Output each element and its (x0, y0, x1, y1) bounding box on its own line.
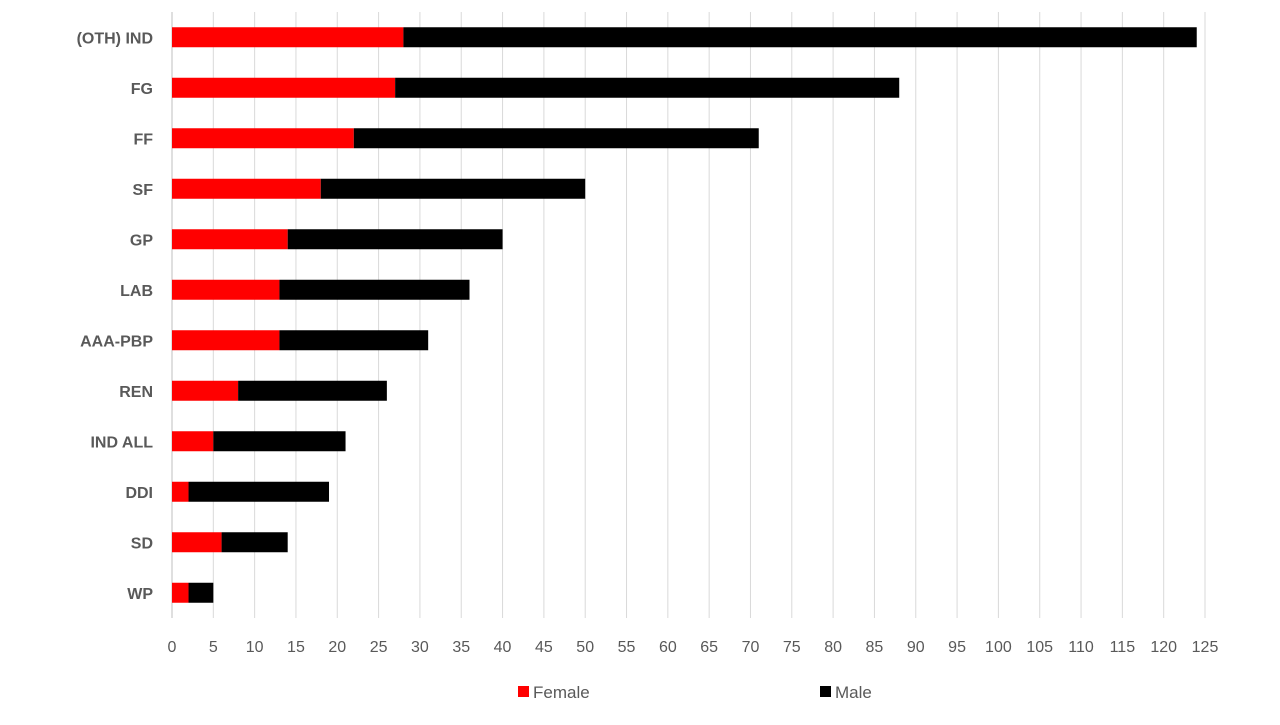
category-labels: (OTH) IND FG FF SF GP LAB AAA-PBP REN IND ALL DDI… (77, 30, 154, 603)
bar-female-aaa-pbp (172, 330, 280, 351)
x-tick-label-55: 55 (618, 639, 636, 656)
bar-female-wp (172, 582, 189, 603)
bar-male-sd (221, 532, 288, 553)
legend-label-male: Male (835, 683, 872, 702)
bar-female-sf (172, 178, 321, 199)
bar-female-ind-all (172, 431, 214, 452)
x-tick-label-75: 75 (783, 639, 801, 656)
category-label-ff: FF (133, 131, 153, 148)
category-label-ren: REN (119, 384, 153, 401)
category-label-sf: SF (133, 182, 154, 199)
bar-male-ind-all (213, 431, 346, 452)
bar-female-ren (172, 380, 239, 401)
x-tick-label-100: 100 (985, 639, 1012, 656)
x-tick-label-110: 110 (1068, 639, 1094, 656)
x-tick-label-120: 120 (1150, 639, 1177, 656)
bar-male-oth-ind (403, 27, 1197, 48)
legend-swatch-female (518, 686, 529, 697)
bar-female-fg (172, 77, 396, 98)
x-tick-label-0: 0 (168, 639, 177, 656)
x-axis-tick-labels: 0 5 10 15 20 25 30 35 40 45 50 55 60 65 70 75 80 85 90 95 10… (168, 639, 1219, 656)
bar-male-fg (395, 77, 900, 98)
x-tick-label-15: 15 (287, 639, 305, 656)
bar-male-gp (287, 229, 503, 250)
grid-layer (171, 12, 1206, 618)
bar-female-oth-ind (172, 27, 404, 48)
bar-female-gp (172, 229, 288, 250)
x-tick-label-60: 60 (659, 639, 677, 656)
bar-female-sd (172, 532, 222, 553)
x-tick-label-70: 70 (742, 639, 760, 656)
category-label-gp: GP (130, 232, 153, 249)
x-tick-label-10: 10 (246, 639, 264, 656)
x-tick-label-40: 40 (494, 639, 512, 656)
category-label-oth-ind: (OTH) IND (77, 30, 153, 47)
bar-layer (172, 27, 1197, 603)
category-label-wp: WP (127, 586, 153, 603)
x-tick-label-105: 105 (1026, 639, 1053, 656)
legend-label-female: Female (533, 683, 590, 702)
x-tick-label-95: 95 (948, 639, 966, 656)
category-label-ind-all: IND ALL (90, 434, 153, 451)
x-tick-label-85: 85 (866, 639, 884, 656)
category-label-sd: SD (131, 535, 153, 552)
bar-male-lab (279, 279, 470, 300)
x-tick-label-50: 50 (576, 639, 594, 656)
x-tick-label-125: 125 (1192, 639, 1219, 656)
category-label-ddi: DDI (125, 485, 153, 502)
bar-male-wp (188, 582, 214, 603)
x-tick-label-30: 30 (411, 639, 429, 656)
x-tick-label-5: 5 (209, 639, 218, 656)
category-label-lab: LAB (120, 283, 153, 300)
bar-female-ff (172, 128, 354, 149)
bar-male-ff (353, 128, 759, 149)
x-tick-label-90: 90 (907, 639, 925, 656)
bar-male-aaa-pbp (279, 330, 429, 351)
x-tick-label-25: 25 (370, 639, 388, 656)
legend: Female Male (518, 683, 872, 702)
category-label-fg: FG (131, 81, 153, 98)
x-tick-label-35: 35 (452, 639, 470, 656)
legend-swatch-male (820, 686, 831, 697)
category-label-aaa-pbp: AAA-PBP (80, 333, 153, 350)
bar-female-lab (172, 279, 280, 300)
bar-male-ddi (188, 481, 330, 502)
x-tick-label-80: 80 (824, 639, 842, 656)
x-tick-label-45: 45 (535, 639, 553, 656)
x-tick-label-115: 115 (1110, 639, 1136, 656)
bar-male-ren (238, 380, 387, 401)
x-tick-label-20: 20 (328, 639, 346, 656)
bar-male-sf (320, 178, 586, 199)
x-tick-label-65: 65 (700, 639, 718, 656)
bar-female-ddi (172, 481, 189, 502)
